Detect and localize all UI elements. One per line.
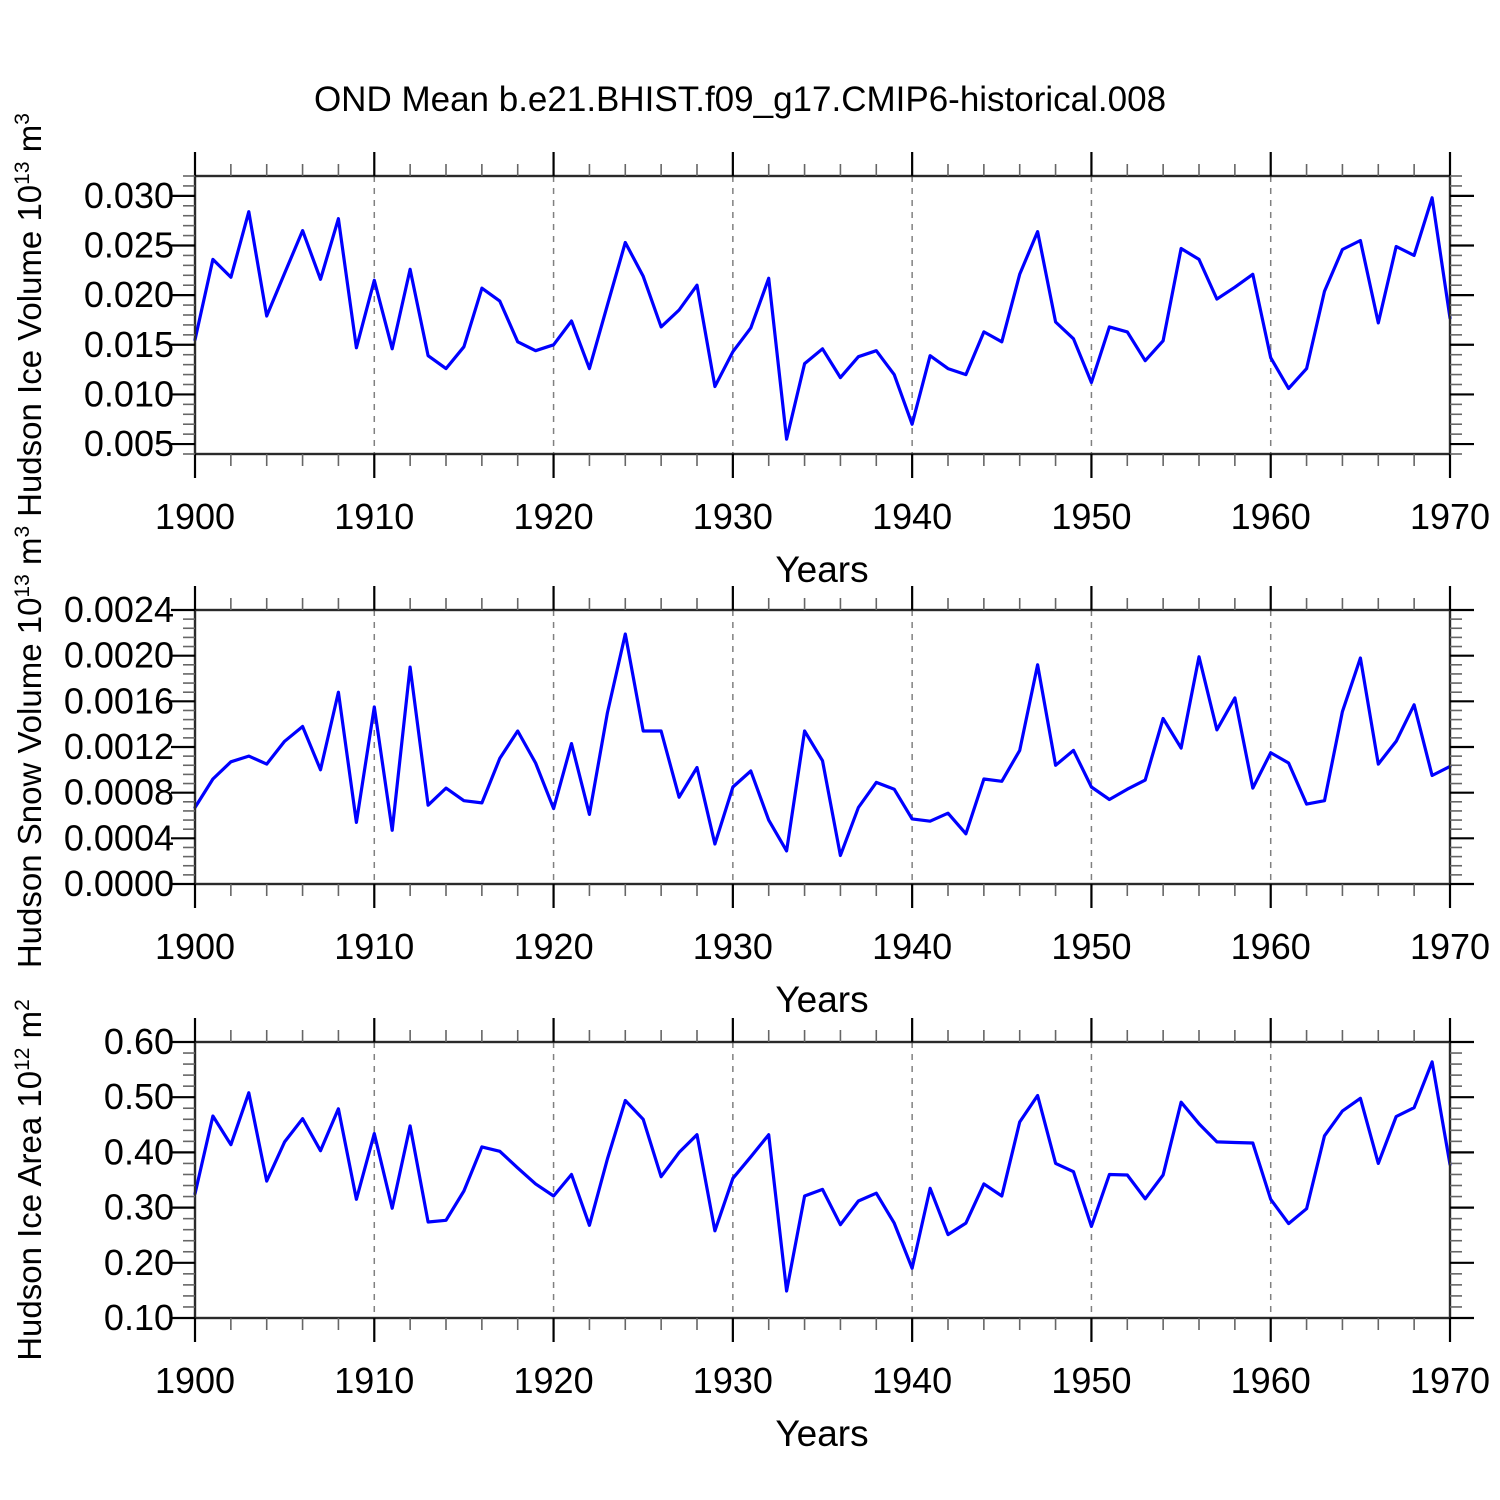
x-tick-label: 1900 bbox=[155, 1360, 235, 1401]
y-tick-label: 0.020 bbox=[84, 274, 174, 315]
x-tick-label: 1920 bbox=[514, 496, 594, 537]
x-tick-label: 1970 bbox=[1410, 496, 1490, 537]
y-tick-label: 0.10 bbox=[104, 1297, 174, 1338]
y-tick-label: 0.50 bbox=[104, 1076, 174, 1117]
x-tick-label: 1930 bbox=[693, 496, 773, 537]
x-tick-label: 1910 bbox=[334, 496, 414, 537]
x-axis-label: Years bbox=[775, 979, 869, 1020]
x-tick-label: 1950 bbox=[1051, 926, 1131, 967]
y-tick-label: 0.20 bbox=[104, 1242, 174, 1283]
x-axis-label: Years bbox=[775, 1413, 869, 1454]
y-tick-label: 0.010 bbox=[84, 373, 174, 414]
x-tick-label: 1970 bbox=[1410, 926, 1490, 967]
y-tick-label: 0.0000 bbox=[64, 863, 174, 904]
y-tick-label: 0.025 bbox=[84, 225, 174, 266]
y-tick-label: 0.0008 bbox=[64, 772, 174, 813]
y-axis-label-exponent: 12 bbox=[11, 1047, 34, 1071]
y-tick-label: 0.0016 bbox=[64, 680, 174, 721]
y-axis-label-text: Hudson Ice Volume 10 bbox=[11, 184, 48, 517]
y-tick-label: 0.60 bbox=[104, 1021, 174, 1062]
y-axis-label-text: Hudson Ice Area 10 bbox=[11, 1070, 48, 1361]
panel-frame bbox=[193, 1040, 1452, 1320]
y-axis-label-unit: m bbox=[11, 537, 48, 575]
series-line-snow-volume bbox=[193, 632, 1452, 858]
x-tick-label: 1940 bbox=[872, 1360, 952, 1401]
x-tick-label: 1960 bbox=[1231, 926, 1311, 967]
y-axis-label-unit: m bbox=[11, 124, 48, 162]
x-tick-label: 1950 bbox=[1051, 1360, 1131, 1401]
series-line-ice-area bbox=[193, 1060, 1452, 1293]
x-tick-label: 1920 bbox=[514, 926, 594, 967]
x-tick-label: 1960 bbox=[1231, 496, 1311, 537]
y-tick-label: 0.0024 bbox=[64, 589, 174, 630]
y-tick-label: 0.40 bbox=[104, 1131, 174, 1172]
y-axis-label-unit: m bbox=[11, 1010, 48, 1048]
x-axis-label: Years bbox=[775, 549, 869, 590]
y-axis-label-exponent: 13 bbox=[11, 574, 34, 598]
y-axis-label-unit-exponent: 3 bbox=[11, 113, 34, 125]
y-axis-label-text: Hudson Snow Volume 10 bbox=[11, 597, 48, 969]
y-axis-label-exponent: 13 bbox=[11, 161, 34, 185]
y-axis-label-snow-volume: Hudson Snow Volume 1013 m3 bbox=[11, 526, 49, 968]
x-tick-label: 1970 bbox=[1410, 1360, 1490, 1401]
series-line-ice-volume bbox=[193, 196, 1452, 441]
chart-title: OND Mean b.e21.BHIST.f09_g17.CMIP6-histo… bbox=[313, 80, 1167, 119]
x-tick-label: 1950 bbox=[1051, 496, 1131, 537]
y-tick-label: 0.30 bbox=[104, 1187, 174, 1228]
x-tick-label: 1930 bbox=[693, 926, 773, 967]
y-tick-label: 0.005 bbox=[84, 423, 174, 464]
panel-frame bbox=[193, 608, 1452, 886]
y-axis-label-ice-volume: Hudson Ice Volume 1013 m3 bbox=[11, 113, 49, 517]
y-axis-label-unit-exponent: 3 bbox=[11, 525, 34, 538]
y-tick-label: 0.015 bbox=[84, 324, 174, 365]
y-axis-label-ice-area: Hudson Ice Area 1012 m2 bbox=[11, 999, 49, 1361]
x-tick-label: 1910 bbox=[334, 926, 414, 967]
x-tick-label: 1960 bbox=[1231, 1360, 1311, 1401]
y-axis-label-unit-exponent: 2 bbox=[11, 999, 34, 1011]
x-tick-label: 1900 bbox=[155, 926, 235, 967]
y-tick-label: 0.0004 bbox=[64, 817, 174, 858]
x-tick-label: 1940 bbox=[872, 496, 952, 537]
x-tick-label: 1900 bbox=[155, 496, 235, 537]
x-tick-label: 1920 bbox=[514, 1360, 594, 1401]
x-tick-label: 1910 bbox=[334, 1360, 414, 1401]
x-tick-label: 1940 bbox=[872, 926, 952, 967]
y-tick-label: 0.0020 bbox=[64, 635, 174, 676]
y-tick-label: 0.0012 bbox=[64, 726, 174, 767]
y-tick-label: 0.030 bbox=[84, 175, 174, 216]
x-tick-label: 1930 bbox=[693, 1360, 773, 1401]
